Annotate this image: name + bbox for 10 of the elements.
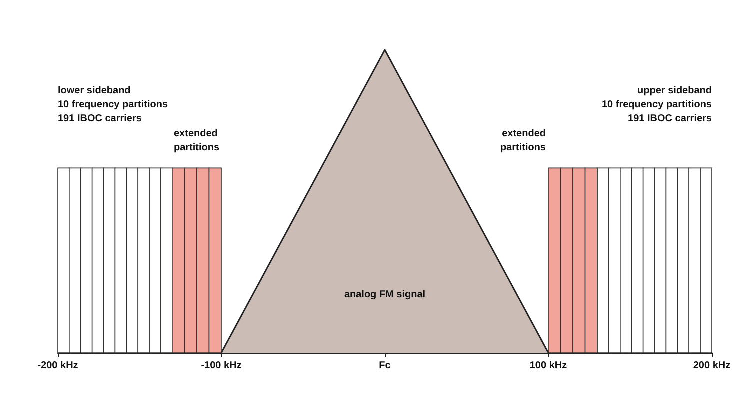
x-tick-label: 200 kHz: [693, 360, 731, 372]
annotation: upper sideband 10 frequency partitions 191 IBOC carriers: [602, 86, 712, 124]
x-tick-label: Fc: [379, 360, 392, 372]
x-tick-label: -100 kHz: [201, 360, 242, 372]
annotation: extended partitions: [174, 128, 220, 154]
x-tick-label: -200 kHz: [38, 360, 78, 372]
annotation: lower sideband 10 frequency partitions 191 IBOC carriers: [58, 86, 168, 124]
annotation: analog FM signal: [344, 290, 426, 300]
annotation: extended partitions: [500, 128, 546, 154]
x-tick-label: 100 kHz: [530, 360, 568, 372]
